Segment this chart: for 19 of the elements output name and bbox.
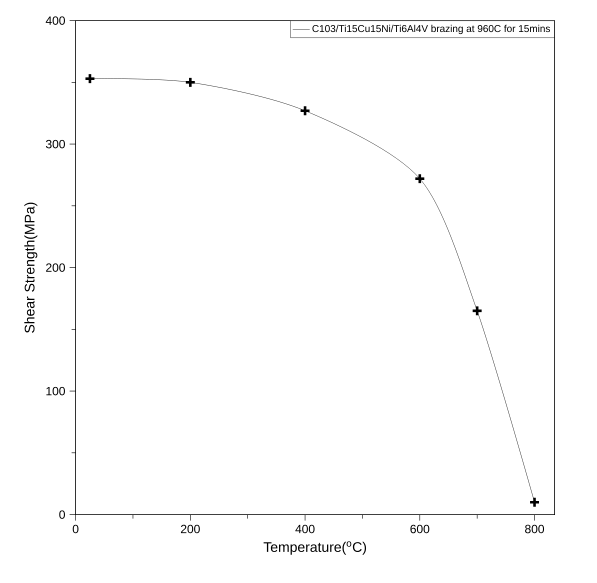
point <box>471 305 483 317</box>
y-tick-label: 200 <box>46 263 65 272</box>
y-axis-title: Shear Strength(MPa) <box>24 202 38 333</box>
y-tick-label: 100 <box>46 386 65 396</box>
point <box>299 104 311 117</box>
x-tick-label: 0 <box>72 524 78 534</box>
x-tick-label: 400 <box>295 524 315 534</box>
y-tick-label: 0 <box>59 510 65 519</box>
x-tick-label: 600 <box>410 524 430 534</box>
x-tick-label: 200 <box>180 524 200 534</box>
x-axis-title: Temperature($^{o}$C) <box>264 541 366 555</box>
point <box>528 496 540 508</box>
y-tick-label: 300 <box>46 140 65 148</box>
point <box>414 172 426 184</box>
x-tick-label: 800 <box>525 524 544 534</box>
point <box>184 76 196 88</box>
legend-label: C103/Ti15Cu15Ni/Ti6Al4V brazing at 960C for 15mins <box>312 24 550 34</box>
y-tick-label: 400 <box>46 16 65 25</box>
point <box>84 72 96 84</box>
